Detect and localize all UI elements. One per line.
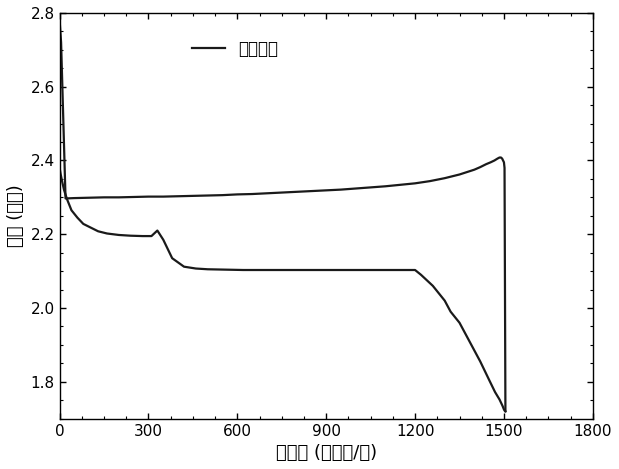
Y-axis label: 电压 (伏特): 电压 (伏特) — [7, 184, 25, 247]
Legend: 第一循环: 第一循环 — [185, 33, 285, 65]
X-axis label: 比容量 (毫安时/克): 比容量 (毫安时/克) — [275, 444, 377, 462]
